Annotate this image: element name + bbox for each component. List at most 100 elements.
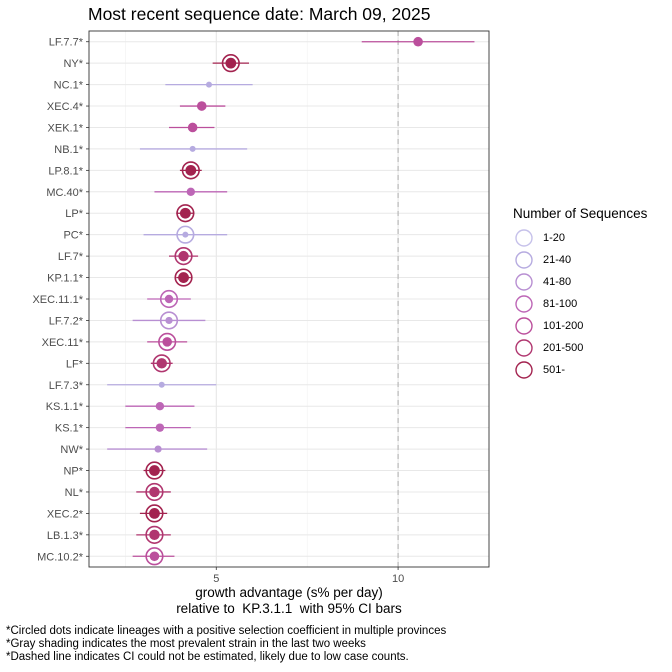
selection-ring bbox=[159, 311, 179, 330]
data-point bbox=[149, 465, 160, 476]
selection-ring bbox=[159, 289, 179, 309]
selection-ring bbox=[145, 461, 164, 480]
y-tick-label: XEK.1* bbox=[48, 122, 84, 134]
footnote: *Circled dots indicate lineages with a p… bbox=[6, 625, 447, 637]
data-point bbox=[187, 122, 198, 133]
selection-ring bbox=[174, 268, 193, 287]
data-point bbox=[179, 207, 191, 219]
data-point bbox=[162, 337, 172, 347]
selection-ring bbox=[176, 225, 195, 244]
y-tick-label: LF.7.7* bbox=[49, 37, 84, 49]
data-point bbox=[149, 551, 160, 562]
legend-key bbox=[515, 361, 533, 379]
data-point bbox=[186, 187, 196, 196]
footnote: *Gray shading indicates the most prevale… bbox=[6, 638, 366, 650]
legend-ring bbox=[515, 295, 533, 313]
legend-key bbox=[515, 251, 533, 269]
data-point bbox=[155, 402, 165, 411]
y-tick-label: XEC.4* bbox=[47, 101, 84, 113]
y-tick-label: LF.7* bbox=[58, 251, 84, 263]
selection-ring bbox=[181, 161, 200, 180]
legend-label: 501- bbox=[543, 364, 566, 376]
y-tick-label: KS.1* bbox=[55, 423, 84, 435]
selection-ring bbox=[158, 332, 177, 351]
data-point bbox=[413, 36, 423, 47]
plot-border bbox=[88, 30, 490, 568]
legend-item: 101-200 bbox=[513, 315, 647, 337]
y-tick-label: LF* bbox=[66, 358, 84, 370]
data-point bbox=[178, 250, 189, 262]
selection-ring bbox=[145, 504, 164, 523]
legend: Number of Sequences 1-20 21-40 41-80 81-100… bbox=[513, 206, 647, 381]
data-point bbox=[155, 423, 165, 432]
x-tick-label: 10 bbox=[392, 573, 404, 585]
legend-key bbox=[515, 229, 533, 247]
legend-ring bbox=[515, 251, 533, 269]
x-axis-title-line2: relative to KP.3.1.1 with 95% CI bars bbox=[176, 601, 402, 616]
legend-item: 201-500 bbox=[513, 337, 647, 359]
y-tick-label: LF.7.2* bbox=[49, 315, 84, 327]
legend-ring bbox=[515, 317, 533, 335]
y-tick-label: MC.10.2* bbox=[37, 551, 84, 563]
data-point bbox=[154, 445, 162, 453]
legend-label: 201-500 bbox=[543, 342, 584, 354]
y-tick-label: KS.1.1* bbox=[46, 401, 84, 413]
y-tick-label: NP* bbox=[63, 466, 83, 478]
data-point bbox=[225, 57, 237, 69]
legend-label: 101-200 bbox=[543, 320, 584, 332]
legend-key bbox=[515, 339, 533, 357]
chart-title: Most recent sequence date: March 09, 202… bbox=[88, 4, 431, 24]
data-point bbox=[189, 145, 196, 152]
selection-ring bbox=[145, 482, 164, 502]
data-point bbox=[149, 486, 160, 498]
y-tick-label: NW* bbox=[60, 444, 83, 456]
y-tick-label: NC.1* bbox=[54, 80, 84, 92]
legend-item: 1-20 bbox=[513, 227, 647, 249]
data-point bbox=[196, 101, 207, 111]
legend-key bbox=[515, 317, 533, 335]
selection-ring bbox=[145, 547, 164, 566]
legend-label: 21-40 bbox=[543, 254, 572, 266]
y-tick-label: NL* bbox=[65, 487, 84, 499]
data-point bbox=[165, 316, 173, 325]
y-tick-label: LP.8.1* bbox=[48, 165, 83, 177]
x-axis-title: growth advantage (s% per day) bbox=[195, 585, 383, 600]
selection-ring bbox=[174, 247, 193, 266]
footnote: *Dashed line indicates CI could not be e… bbox=[6, 651, 409, 663]
legend-ring bbox=[515, 339, 533, 357]
data-point bbox=[182, 231, 189, 238]
legend-label: 41-80 bbox=[543, 276, 572, 288]
y-tick-label: KP.1.1* bbox=[47, 273, 84, 285]
data-point bbox=[156, 358, 167, 369]
data-point bbox=[158, 381, 165, 388]
y-tick-label: XEC.11.1* bbox=[32, 294, 83, 306]
legend-label: 1-20 bbox=[543, 232, 566, 244]
legend-ring bbox=[515, 229, 533, 247]
data-point bbox=[206, 81, 212, 88]
legend-item: 21-40 bbox=[513, 249, 647, 271]
data-point bbox=[164, 294, 174, 304]
legend-ring bbox=[515, 273, 533, 291]
y-tick-label: XEC.11* bbox=[42, 337, 84, 349]
selection-ring bbox=[152, 354, 171, 373]
legend-ring bbox=[515, 361, 533, 379]
selection-ring bbox=[176, 204, 195, 223]
legend-item: 501- bbox=[513, 359, 647, 381]
legend-key bbox=[515, 295, 533, 313]
x-tick-label: 5 bbox=[213, 573, 219, 585]
y-tick-label: LF.7.3* bbox=[49, 380, 84, 392]
legend-title: Number of Sequences bbox=[513, 206, 648, 221]
y-tick-label: LP* bbox=[65, 208, 83, 220]
legend-item: 41-80 bbox=[513, 271, 647, 293]
footnotes: *Circled dots indicate lineages with a p… bbox=[6, 625, 446, 664]
legend-key bbox=[515, 273, 533, 291]
y-tick-label: LB.1.3* bbox=[47, 530, 84, 542]
data-point bbox=[149, 529, 160, 541]
data-point bbox=[149, 508, 160, 519]
data-point bbox=[185, 164, 197, 176]
forest-plot: LF.7.7* NY* NC.1* XEC.4* XEK.1* NB.1* LP.8.1* M… bbox=[32, 30, 490, 616]
y-tick-label: NY* bbox=[63, 58, 83, 70]
selection-ring bbox=[145, 525, 164, 544]
y-tick-label: MC.40* bbox=[46, 187, 83, 199]
legend-label: 81-100 bbox=[543, 298, 578, 310]
